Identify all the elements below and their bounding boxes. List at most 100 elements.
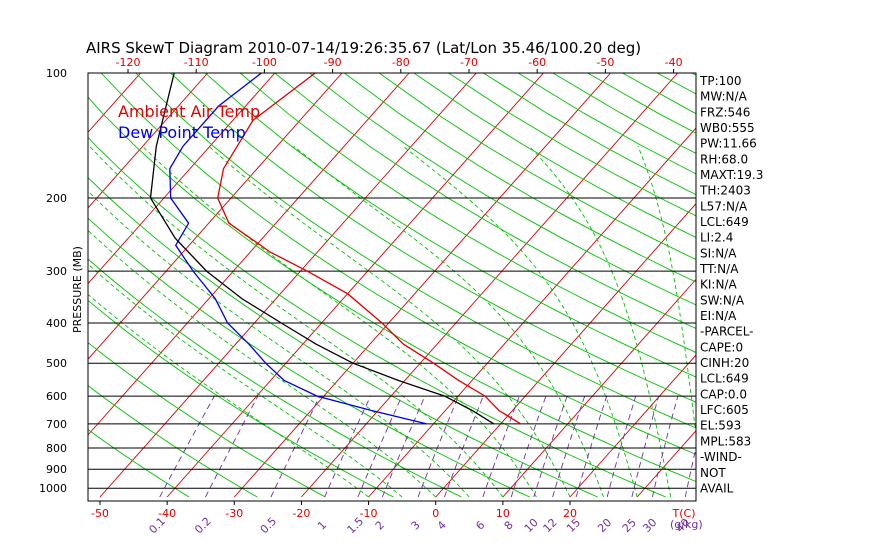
mixing-ratio-label: 6 (473, 518, 487, 532)
bottom-temp-tick-label: -40 (158, 507, 176, 520)
dry-adiabat-line (88, 96, 696, 483)
index-label: RH:68.0 (700, 152, 748, 166)
dry-adiabat-line (239, 73, 696, 353)
mixing-ratio-label: 12 (541, 516, 560, 535)
mixing-ratio-line (552, 395, 586, 498)
pressure-tick-label: 1000 (39, 482, 67, 495)
pressure-tick-label: 100 (46, 67, 67, 80)
chart-title: AIRS SkewT Diagram 2010-07-14/19:26:35.6… (86, 39, 641, 57)
top-temp-tick-label: -100 (252, 56, 277, 69)
index-label: MW:N/A (700, 90, 748, 104)
mixing-ratio-label: 8 (502, 518, 516, 532)
mixing-ratio-label: 25 (620, 516, 639, 535)
isotherm-line (0, 73, 6, 497)
mixing-ratio-line (631, 395, 660, 498)
pressure-tick-label: 900 (46, 463, 67, 476)
dry-adiabat-line (88, 217, 530, 498)
index-label: WB0:555 (700, 121, 755, 135)
index-label: LCL:649 (700, 215, 749, 229)
mixing-ratio-label: 3 (409, 518, 423, 532)
mixing-ratio-line (533, 395, 568, 498)
mixing-ratio-label: 30 (640, 516, 659, 535)
index-label: SW:N/A (700, 293, 745, 307)
series-line-0 (217, 73, 522, 425)
mixing-ratio-line (482, 395, 520, 498)
top-temp-tick-label: -60 (528, 56, 546, 69)
mixing-ratio-line (417, 395, 459, 498)
index-label: EI:N/A (700, 309, 737, 323)
bottom-temp-tick-label: -50 (91, 507, 109, 520)
mixing-ratio-unit-label: (g/kg) (670, 518, 703, 531)
mixing-ratio-label: 2 (373, 518, 387, 532)
index-label: NOT (700, 466, 726, 480)
top-temp-tick-label: -40 (665, 56, 683, 69)
index-label: L57:N/A (700, 199, 748, 213)
moist-adiabat-line (637, 145, 696, 438)
bottom-temp-tick-label: -20 (292, 507, 310, 520)
index-label: SI:N/A (700, 246, 737, 260)
dry-adiabat-line (378, 73, 696, 261)
mixing-ratio-label: 10 (522, 516, 541, 535)
series-line-1 (169, 73, 427, 425)
mixing-ratio-label: 4 (435, 518, 449, 532)
grid-layer (0, 73, 870, 498)
bottom-temp-tick-label: 10 (496, 507, 510, 520)
series-line-2 (149, 73, 495, 425)
index-label: -WIND- (700, 450, 742, 464)
top-temp-tick-label: -50 (596, 56, 614, 69)
mixing-ratio-line (205, 395, 259, 498)
top-temp-tick-label: -120 (116, 56, 141, 69)
pressure-tick-label: 700 (46, 418, 67, 431)
pressure-tick-label: 400 (46, 317, 67, 330)
index-label: LCL:649 (700, 372, 749, 386)
dry-adiabat-line (448, 73, 696, 217)
dry-adiabat-line (88, 342, 326, 498)
isotherm-line (88, 73, 410, 436)
pressure-tick-label: 300 (46, 265, 67, 278)
mixing-ratio-line (651, 395, 679, 498)
dry-adiabat-line (205, 73, 696, 378)
dry-adiabat-line (344, 73, 696, 283)
isotherm-line (502, 278, 696, 498)
mixing-ratio-line (357, 395, 403, 498)
dry-adiabat-line (274, 73, 696, 329)
bottom-temp-tick-label: 20 (563, 507, 577, 520)
dry-adiabat-line (483, 73, 696, 196)
bottom-temp-tick-label: 0 (432, 507, 439, 520)
index-label: PW:11.66 (700, 137, 757, 151)
pressure-tick-label: 800 (46, 442, 67, 455)
mixing-ratio-line (575, 395, 608, 498)
pressure-tick-label: 600 (46, 390, 67, 403)
index-label: KI:N/A (700, 278, 737, 292)
pressure-tick-label: 200 (46, 192, 67, 205)
pressure-tick-label: 500 (46, 357, 67, 370)
moist-adiabat-line (208, 145, 571, 498)
bottom-temp-tick-label: -30 (225, 507, 243, 520)
isotherm-line (88, 73, 276, 285)
mixing-ratio-label: 0.2 (192, 515, 214, 537)
y-axis-label: PRESSURE (MB) (71, 246, 84, 333)
legend-air-temp: Ambient Air Temp (118, 102, 260, 121)
index-label: TH:2403 (699, 184, 751, 198)
isotherm-line (88, 73, 209, 209)
isotherm-line (771, 73, 870, 497)
isotherm-line (435, 203, 696, 498)
index-label: FRZ:546 (700, 105, 750, 119)
legend-dew-point: Dew Point Temp (118, 123, 246, 142)
mixing-ratio-label: 20 (595, 516, 614, 535)
dry-adiabat-line (135, 73, 696, 429)
mixing-ratio-line (443, 395, 484, 498)
mixing-ratio-label: 1 (315, 518, 329, 532)
legend: Ambient Air Temp Dew Point Temp (118, 102, 260, 142)
index-label: MAXT:19.3 (700, 168, 763, 182)
index-label: CAPE:0 (700, 340, 743, 354)
dry-adiabat-line (88, 385, 258, 498)
index-label: EL:593 (700, 419, 741, 433)
dry-adiabat-line (413, 73, 696, 239)
dry-adiabat-line (170, 73, 696, 403)
index-label: MPL:583 (700, 434, 751, 448)
mixing-ratio-line (270, 395, 321, 498)
mixing-ratio-line (606, 395, 637, 498)
